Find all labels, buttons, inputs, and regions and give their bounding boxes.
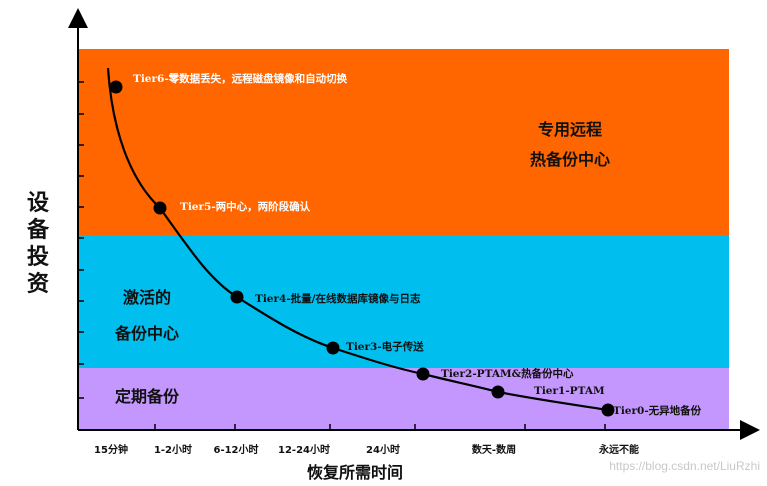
svg-text:投: 投 — [27, 245, 49, 270]
tier6-point — [109, 80, 123, 94]
tier6-label: Tier6-零数据丢失，远程磁盘镜像和自动切换 — [133, 72, 348, 85]
tier0-point — [601, 403, 615, 417]
tier5-label: Tier5-两中心，两阶段确认 — [180, 200, 311, 213]
x-tick-label: 15分钟 — [94, 443, 128, 456]
band-active-label-2: 备份中心 — [114, 324, 179, 343]
svg-text:资: 资 — [27, 272, 49, 297]
svg-text:备: 备 — [26, 217, 50, 243]
y-axis-title: 设 备 投 资 — [26, 191, 50, 297]
band-periodic-label: 定期备份 — [114, 387, 180, 406]
band-hot-label-2: 热备份中心 — [530, 150, 610, 169]
tier5-point — [153, 201, 167, 215]
band-hot-backup — [78, 49, 729, 235]
x-tick-label: 6-12小时 — [213, 443, 258, 456]
x-tick-label: 24小时 — [366, 443, 400, 456]
band-active-label-1: 激活的 — [123, 288, 171, 307]
tier3-label: Tier3-电子传送 — [346, 340, 424, 353]
tier2-label: Tier2-PTAM&热备份中心 — [441, 367, 574, 380]
tier1-label: Tier1-PTAM — [534, 385, 605, 397]
x-tick-label: 永远不能 — [598, 443, 639, 456]
tier2-point — [416, 367, 430, 381]
tier4-label: Tier4-批量/在线数据库镜像与日志 — [255, 292, 421, 305]
x-tick-label: 12-24小时 — [278, 443, 330, 456]
tier1-point — [491, 385, 505, 399]
tier3-point — [326, 341, 340, 355]
svg-text:设: 设 — [27, 191, 49, 216]
band-periodic-backup — [78, 368, 729, 430]
x-tick-label: 数天-数周 — [472, 443, 516, 456]
tier0-label: Tier0-无异地备份 — [613, 404, 702, 417]
y-ticks — [78, 81, 84, 399]
x-tick-label: 1-2小时 — [154, 443, 192, 456]
watermark: https://blog.csdn.net/LiuRzhi — [609, 459, 760, 473]
band-hot-label-1: 专用远程 — [538, 120, 602, 139]
tier4-point — [230, 290, 244, 304]
x-axis-title: 恢复所需时间 — [307, 463, 403, 482]
x-ticks — [154, 424, 606, 430]
band-active-backup — [78, 235, 729, 368]
